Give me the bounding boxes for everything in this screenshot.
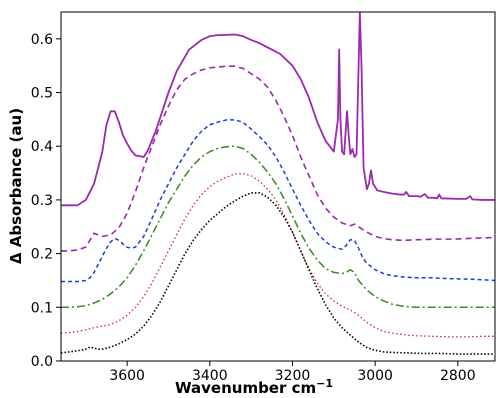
series-line-4 <box>61 145 495 309</box>
series-line-2 <box>61 65 495 252</box>
x-axis-label: Wavenumber cm−1 <box>175 377 333 397</box>
x-axis: 3600 3400 3200 3000 2800 <box>109 361 476 384</box>
y-tick-label: 0.2 <box>31 247 53 263</box>
y-tick-label: 0.5 <box>31 86 53 102</box>
y-tick-label: 0.6 <box>31 32 53 48</box>
x-tick-label: 2800 <box>440 368 476 384</box>
x-tick-label: 3200 <box>275 368 311 384</box>
series-line-3 <box>61 119 495 283</box>
y-axis-label: Δ Absorbance (au) <box>7 108 25 264</box>
x-tick-label: 3400 <box>192 368 228 384</box>
x-axis-label-superscript: −1 <box>316 377 333 390</box>
y-axis: 0.0 0.1 0.2 0.3 0.4 0.5 0.6 <box>31 32 61 370</box>
y-tick-label: 0.4 <box>31 139 53 155</box>
series-line-5 <box>61 172 495 338</box>
series-line-1 <box>61 12 495 207</box>
y-tick-label: 0.0 <box>31 354 53 370</box>
series-line-6 <box>61 192 495 355</box>
y-tick-label: 0.3 <box>31 193 53 209</box>
y-tick-label: 0.1 <box>31 300 53 316</box>
x-tick-label: 3000 <box>357 368 393 384</box>
series-layer <box>61 12 495 355</box>
x-tick-label: 3600 <box>109 368 145 384</box>
plot-frame <box>60 11 496 362</box>
x-axis-label-text: Wavenumber cm <box>175 379 316 397</box>
